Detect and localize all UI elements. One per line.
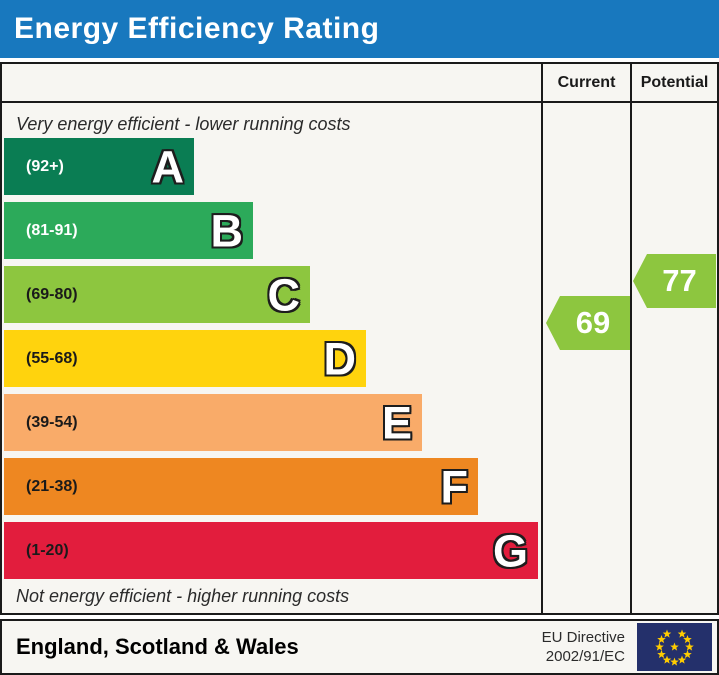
band-c-letter: C (267, 269, 301, 320)
band-d: (55-68) D (4, 330, 366, 387)
band-a-range: (92+) (26, 157, 64, 175)
table-header-row: Current Potential (2, 64, 717, 103)
band-b-letter: B (210, 205, 244, 256)
band-b: (81-91) B (4, 202, 253, 259)
potential-column: 77 (630, 103, 717, 613)
eu-flag-icon (637, 623, 712, 671)
current-column: 69 (541, 103, 630, 613)
footer: England, Scotland & Wales EU Directive 2… (0, 619, 719, 675)
band-c: (69-80) C (4, 266, 310, 323)
header-spacer (2, 64, 541, 101)
band-e: (39-54) E (4, 394, 422, 451)
band-f-letter: F (440, 461, 469, 512)
band-f-range: (21-38) (26, 477, 78, 495)
eu-directive-line2: 2002/91/EC (545, 648, 625, 665)
band-g-range: (1-20) (26, 541, 69, 559)
top-caption: Very energy efficient - lower running co… (16, 114, 351, 134)
band-d-range: (55-68) (26, 349, 78, 367)
band-f: (21-38) F (4, 458, 478, 515)
potential-rating-value: 77 (662, 263, 697, 298)
band-a: (92+) A (4, 138, 194, 195)
bands-area: Very energy efficient - lower running co… (2, 103, 541, 613)
table-body-row: Very energy efficient - lower running co… (2, 103, 717, 613)
rating-table: Current Potential Very energy efficient … (0, 62, 719, 615)
band-g: (1-20) G (4, 522, 538, 579)
eu-directive-label: EU Directive 2002/91/EC (542, 628, 625, 667)
band-c-range: (69-80) (26, 285, 78, 303)
bottom-caption: Not energy efficient - higher running co… (16, 586, 350, 606)
band-a-letter: A (151, 141, 185, 192)
title-bar: Energy Efficiency Rating (0, 0, 719, 58)
region-label: England, Scotland & Wales (16, 634, 299, 659)
band-e-range: (39-54) (26, 413, 78, 431)
potential-column-header: Potential (630, 64, 717, 101)
band-b-range: (81-91) (26, 221, 78, 239)
potential-rating-arrow: 77 (633, 254, 716, 308)
current-column-header: Current (541, 64, 630, 101)
eu-directive-line1: EU Directive (541, 628, 625, 646)
band-d-letter: D (323, 333, 357, 384)
current-rating-arrow: 69 (546, 296, 630, 350)
page-title: Energy Efficiency Rating (14, 12, 380, 45)
band-g-letter: G (492, 525, 528, 576)
band-e-letter: E (381, 397, 412, 448)
current-rating-value: 69 (575, 305, 611, 340)
